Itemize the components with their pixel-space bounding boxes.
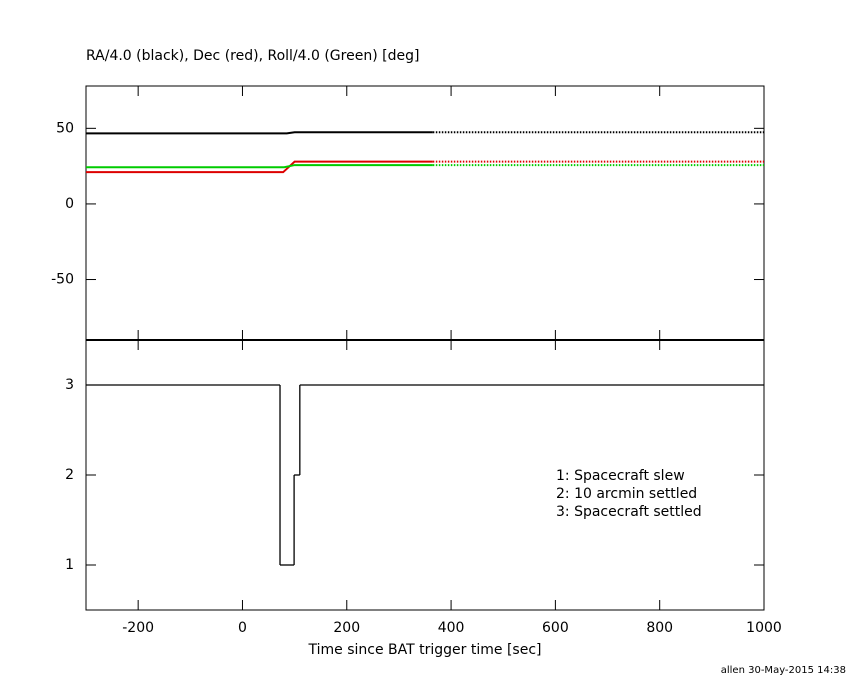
line-series xyxy=(86,131,433,135)
y-tick-label: 2 xyxy=(65,467,74,483)
x-tick-label: 0 xyxy=(238,620,247,636)
y-tick-label: 1 xyxy=(65,557,74,573)
y-tick-label: 0 xyxy=(65,196,74,212)
x-tick-label: 800 xyxy=(646,620,673,636)
x-tick-label: 400 xyxy=(438,620,465,636)
y-tick-label: 3 xyxy=(65,377,74,393)
y-tick-label: 50 xyxy=(56,120,74,136)
chart-title: RA/4.0 (black), Dec (red), Roll/4.0 (Gre… xyxy=(86,48,419,64)
legend-note: 3: Spacecraft settled xyxy=(556,504,702,520)
x-tick-label: 200 xyxy=(333,620,360,636)
y-tick-label: -50 xyxy=(51,272,74,288)
x-tick-label: -200 xyxy=(122,620,154,636)
x-tick-label: 1000 xyxy=(746,620,782,636)
legend-note: 1: Spacecraft slew xyxy=(556,468,685,484)
x-axis-label: Time since BAT trigger time [sec] xyxy=(308,642,542,658)
x-tick-label: 600 xyxy=(542,620,569,636)
line-series xyxy=(86,164,433,169)
legend-note: 2: 10 arcmin settled xyxy=(556,486,697,502)
panel-frame xyxy=(85,85,765,341)
footer: allen 30-May-2015 14:38 xyxy=(721,665,846,676)
